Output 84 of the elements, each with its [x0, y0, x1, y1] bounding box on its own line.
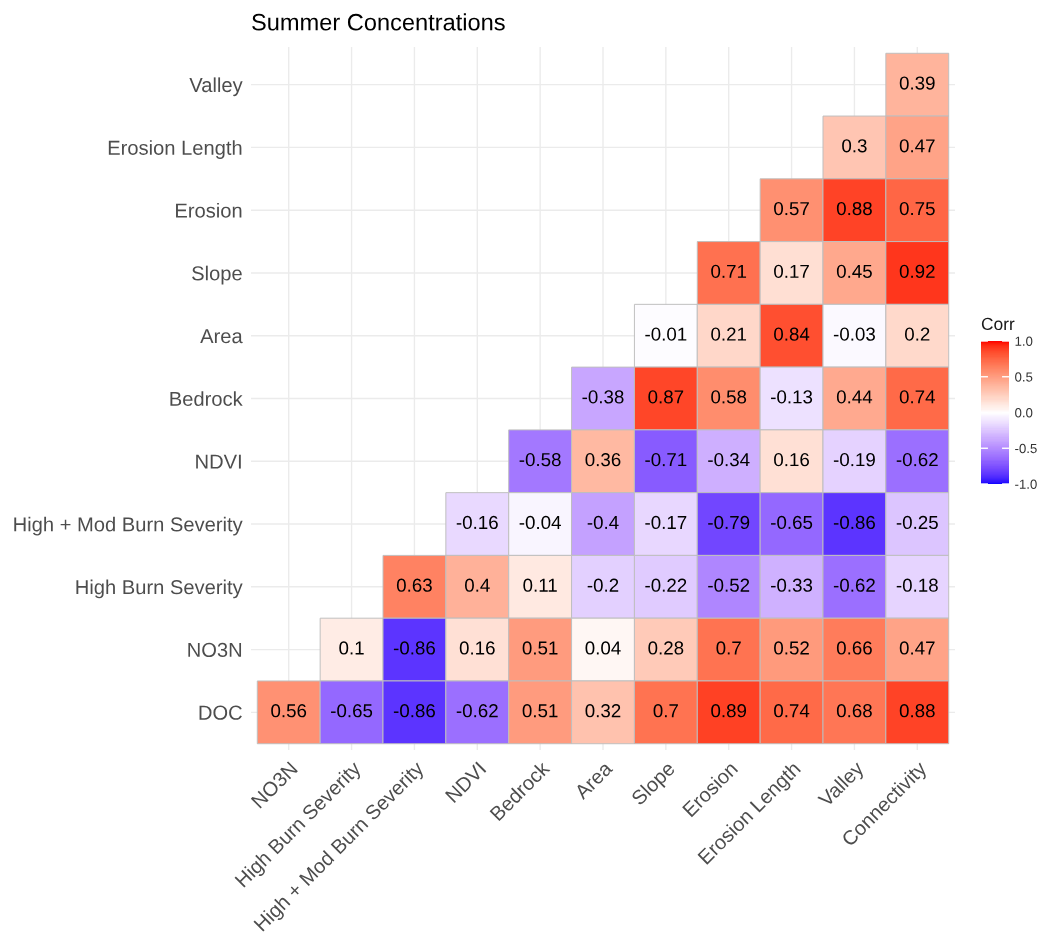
data-label: 0.2 — [904, 327, 930, 341]
data-label: 0.39 — [899, 76, 935, 90]
data-label: 0.1 — [339, 641, 364, 655]
data-label: 0.58 — [711, 390, 747, 404]
data-label: -0.13 — [771, 390, 813, 404]
y-tick-label: High + Mod Burn Severity — [14, 516, 243, 536]
data-label: 0.36 — [585, 453, 621, 467]
data-label: 0.89 — [711, 704, 747, 718]
data-label: -0.2 — [587, 578, 619, 592]
data-label: 0.28 — [648, 641, 684, 655]
data-label: 0.51 — [522, 641, 558, 655]
data-label: 0.63 — [396, 578, 432, 592]
data-label: 0.7 — [653, 704, 678, 718]
color-bar-label: 0.5 — [1015, 372, 1033, 382]
y-tick-label: Area — [200, 329, 243, 344]
data-label: 0.56 — [271, 704, 307, 718]
data-label: -0.16 — [456, 515, 498, 530]
y-tick-label: NO3N — [188, 642, 242, 658]
data-label: 0.84 — [774, 327, 810, 341]
data-label: -0.52 — [708, 578, 750, 592]
color-bar-label: 0.0 — [1015, 408, 1033, 418]
data-label: -0.58 — [519, 453, 561, 467]
data-label: -0.22 — [645, 578, 687, 592]
data-label: -0.25 — [896, 515, 938, 530]
data-label: 0.47 — [899, 641, 935, 655]
data-label: -0.65 — [331, 704, 373, 718]
color-bar-label: 1.0 — [1015, 336, 1033, 346]
data-label: 0.66 — [836, 641, 872, 655]
chart-title: Summer Concentrations — [252, 13, 505, 31]
data-label: -0.86 — [393, 641, 435, 655]
data-label: -0.79 — [708, 515, 750, 530]
data-label: -0.4 — [587, 515, 619, 530]
data-label: 0.16 — [459, 641, 495, 655]
data-label: -0.62 — [896, 453, 938, 467]
data-label: 0.4 — [464, 578, 490, 592]
data-label: 0.11 — [523, 578, 557, 592]
color-bar-title: Corr — [981, 317, 1015, 331]
data-label: -0.65 — [771, 515, 813, 530]
data-label: -0.62 — [456, 704, 498, 718]
data-label: 0.68 — [836, 704, 872, 718]
data-label: 0.74 — [774, 704, 810, 718]
color-bar-label: -0.5 — [1015, 443, 1037, 454]
data-label: 0.3 — [842, 139, 867, 153]
data-label: 0.71 — [711, 264, 747, 278]
data-label: 0.57 — [774, 201, 809, 216]
data-label: 0.74 — [899, 390, 935, 404]
data-label: -0.04 — [519, 515, 561, 530]
data-label: -0.01 — [645, 327, 687, 341]
y-tick-label: NDVI — [196, 454, 241, 469]
data-label: 0.17 — [774, 264, 809, 278]
data-label: 0.16 — [774, 453, 809, 467]
y-tick-label: Erosion — [176, 202, 242, 218]
data-label: 0.52 — [774, 641, 809, 655]
data-label: -0.34 — [708, 453, 750, 467]
data-label: 0.47 — [899, 139, 935, 153]
y-tick-label: Erosion Length — [108, 140, 242, 159]
data-label: 0.04 — [585, 641, 621, 655]
data-label: -0.33 — [771, 578, 813, 592]
data-label: 0.7 — [716, 641, 741, 655]
data-label: 0.44 — [836, 390, 873, 404]
data-label: 0.88 — [836, 201, 872, 216]
data-label: 0.88 — [899, 704, 935, 718]
y-tick-label: Slope — [192, 265, 242, 285]
data-label: -0.38 — [582, 390, 624, 404]
data-label: -0.71 — [645, 453, 687, 467]
y-tick-label: DOC — [199, 705, 242, 720]
data-label: 0.87 — [648, 390, 684, 404]
data-label: -0.62 — [833, 578, 875, 592]
data-label: 0.45 — [836, 264, 872, 278]
y-tick-label: Bedrock — [170, 391, 243, 406]
data-label: 0.21 — [711, 327, 747, 341]
data-label: -0.86 — [833, 515, 875, 530]
data-label: -0.86 — [393, 704, 435, 718]
data-label: -0.18 — [896, 578, 938, 592]
data-label: -0.19 — [833, 453, 875, 467]
data-label: -0.17 — [645, 515, 687, 530]
data-label: 0.75 — [899, 201, 935, 216]
data-label: 0.92 — [899, 264, 935, 278]
data-label: -0.03 — [833, 327, 875, 341]
y-tick-label: Valley — [189, 77, 243, 97]
data-label: 0.32 — [585, 704, 621, 718]
data-label: 0.51 — [522, 704, 558, 718]
y-tick-label: High Burn Severity — [76, 579, 243, 599]
color-bar-label: -1.0 — [1015, 479, 1037, 489]
